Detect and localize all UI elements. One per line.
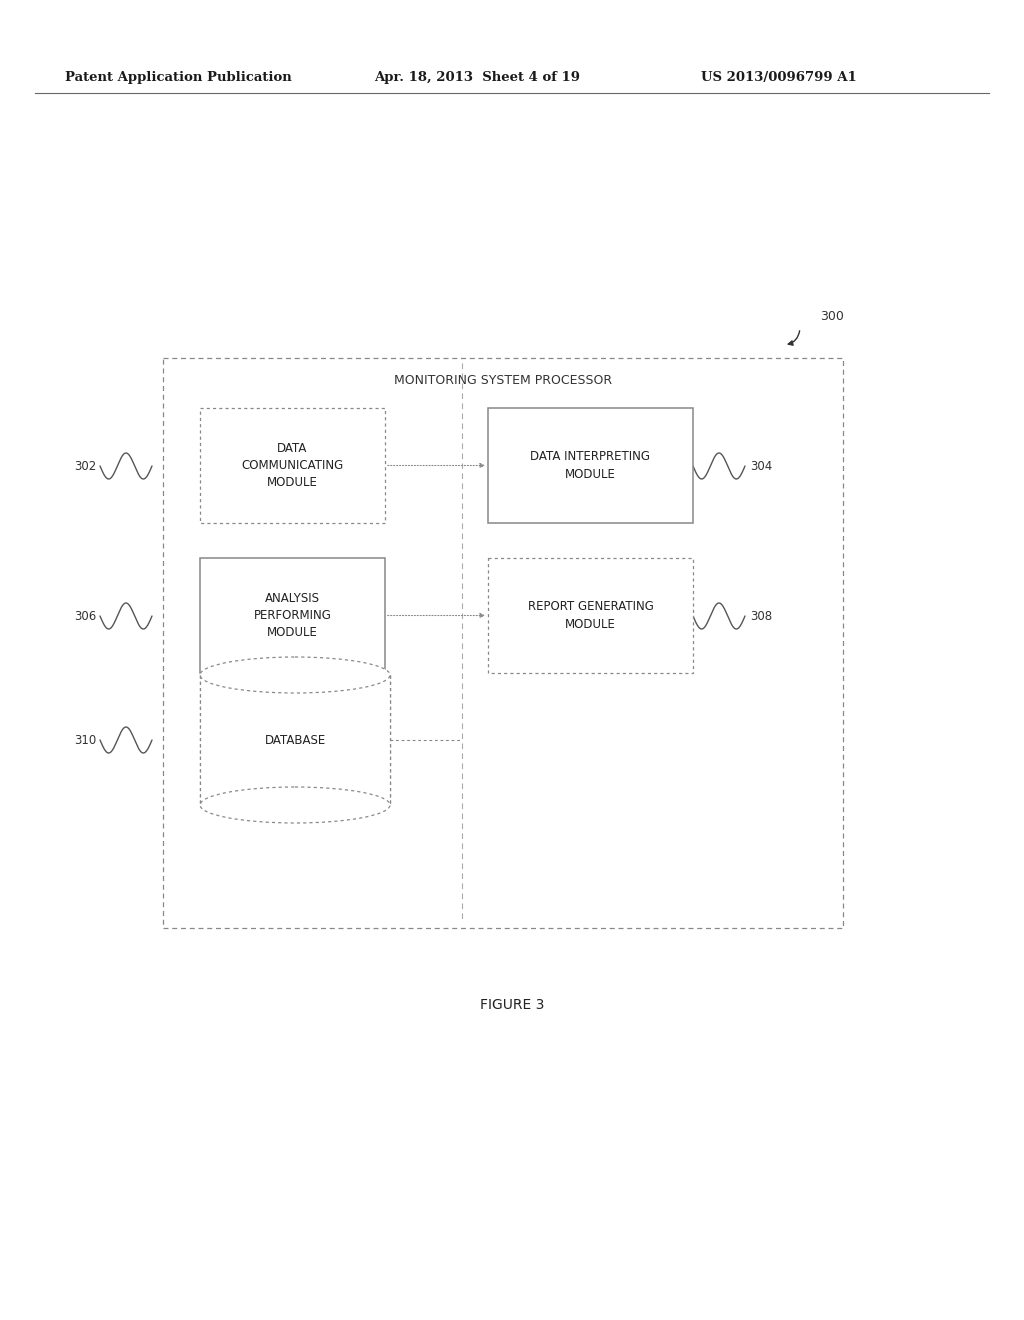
Text: Patent Application Publication: Patent Application Publication <box>65 71 291 84</box>
Bar <box>163 358 843 928</box>
Ellipse shape <box>200 787 390 822</box>
Bar <box>200 408 385 523</box>
Bar <box>488 408 693 523</box>
Text: DATA
COMMUNICATING
MODULE: DATA COMMUNICATING MODULE <box>242 442 344 488</box>
Text: DATA INTERPRETING
MODULE: DATA INTERPRETING MODULE <box>530 450 650 480</box>
Text: FIGURE 3: FIGURE 3 <box>480 998 544 1012</box>
Text: US 2013/0096799 A1: US 2013/0096799 A1 <box>701 71 857 84</box>
Text: 304: 304 <box>750 459 772 473</box>
Bar <box>200 558 385 673</box>
Text: 306: 306 <box>74 610 96 623</box>
Text: 302: 302 <box>74 459 96 473</box>
Bar <box>201 675 389 805</box>
Ellipse shape <box>200 657 390 693</box>
Text: 308: 308 <box>750 610 772 623</box>
Text: 300: 300 <box>820 309 844 322</box>
Text: 310: 310 <box>74 734 96 747</box>
Bar <box>488 558 693 673</box>
Text: Apr. 18, 2013  Sheet 4 of 19: Apr. 18, 2013 Sheet 4 of 19 <box>374 71 580 84</box>
Text: DATABASE: DATABASE <box>264 734 326 747</box>
Text: REPORT GENERATING
MODULE: REPORT GENERATING MODULE <box>527 601 653 631</box>
Text: MONITORING SYSTEM PROCESSOR: MONITORING SYSTEM PROCESSOR <box>394 374 612 387</box>
Text: ANALYSIS
PERFORMING
MODULE: ANALYSIS PERFORMING MODULE <box>254 591 332 639</box>
